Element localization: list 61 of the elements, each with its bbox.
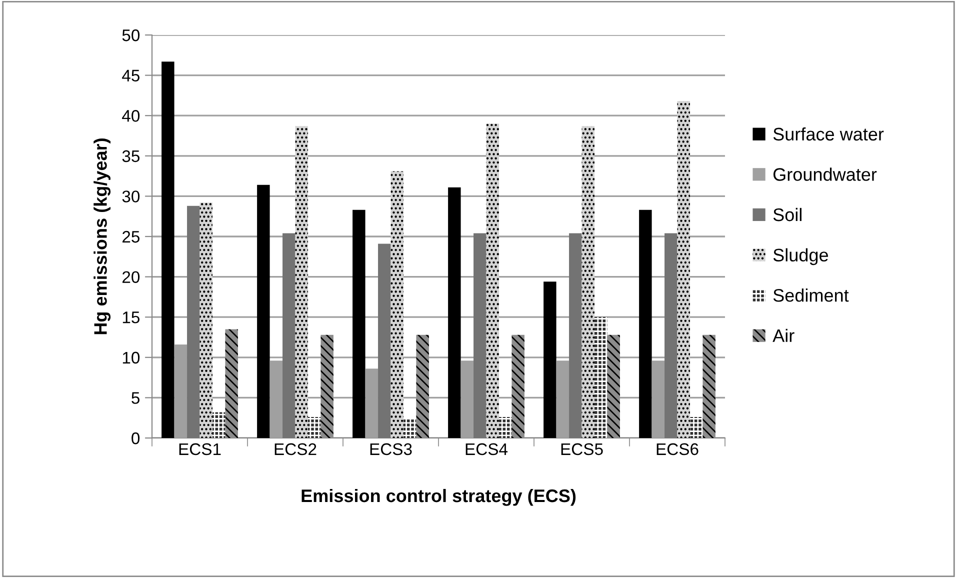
y-tick-label: 45	[122, 70, 140, 82]
bar	[257, 184, 270, 438]
y-tick-label: 10	[122, 352, 140, 364]
bar	[282, 233, 296, 438]
bar	[174, 344, 188, 438]
bar	[690, 417, 703, 438]
bar	[607, 334, 620, 438]
bar	[448, 187, 461, 438]
bar	[486, 124, 499, 438]
y-tick-label: 15	[122, 312, 140, 324]
bar	[225, 329, 238, 438]
y-tick-label: 20	[122, 271, 140, 284]
bar	[365, 368, 378, 438]
bar	[639, 210, 652, 438]
legend-label: Sediment	[773, 288, 849, 302]
bar	[664, 233, 678, 438]
x-tick-label: ECS6	[656, 443, 698, 456]
legend-label: Groundwater	[773, 168, 877, 181]
y-tick-label: 40	[122, 110, 140, 122]
bar	[416, 334, 429, 438]
y-tick-label: 0	[132, 432, 140, 444]
legend-label: Surface water	[773, 127, 884, 141]
bar	[212, 412, 226, 438]
y-axis-title: Hg emissions (kg/year)	[94, 138, 111, 334]
y-tick-label: 25	[122, 230, 140, 243]
legend-label: Sludge	[773, 248, 828, 266]
x-tick-label: ECS2	[274, 443, 316, 456]
legend-label: Air	[772, 328, 794, 342]
x-tick-label: ECS4	[466, 443, 508, 456]
x-axis-title: Emission control strategy (ECS)	[302, 488, 576, 506]
y-tick-label: 5	[132, 392, 140, 404]
bar	[474, 233, 486, 438]
bar	[390, 171, 404, 438]
legend-label: Soil	[773, 208, 802, 222]
bar	[677, 101, 690, 438]
bar	[594, 317, 608, 438]
bar	[320, 334, 334, 438]
bar	[200, 202, 212, 438]
bar	[378, 244, 391, 438]
y-tick-label: 35	[122, 150, 140, 162]
y-tick-label: 30	[122, 190, 140, 202]
bar	[569, 233, 582, 438]
bar	[582, 126, 594, 438]
bar	[295, 126, 308, 438]
bar	[270, 360, 283, 438]
x-tick-label: ECS5	[561, 443, 603, 456]
bar	[162, 62, 174, 438]
x-tick-label: ECS1	[179, 443, 221, 456]
bar	[498, 417, 512, 438]
bar	[460, 360, 474, 438]
bar	[308, 417, 321, 438]
bar	[652, 360, 665, 438]
bar	[352, 210, 366, 438]
bar	[187, 206, 200, 438]
bar	[556, 360, 570, 438]
bar	[403, 418, 416, 438]
y-tick-label: 50	[122, 29, 140, 42]
x-tick-label: ECS3	[370, 443, 412, 456]
bar	[702, 334, 716, 438]
bar	[544, 282, 556, 438]
bar	[512, 334, 524, 438]
